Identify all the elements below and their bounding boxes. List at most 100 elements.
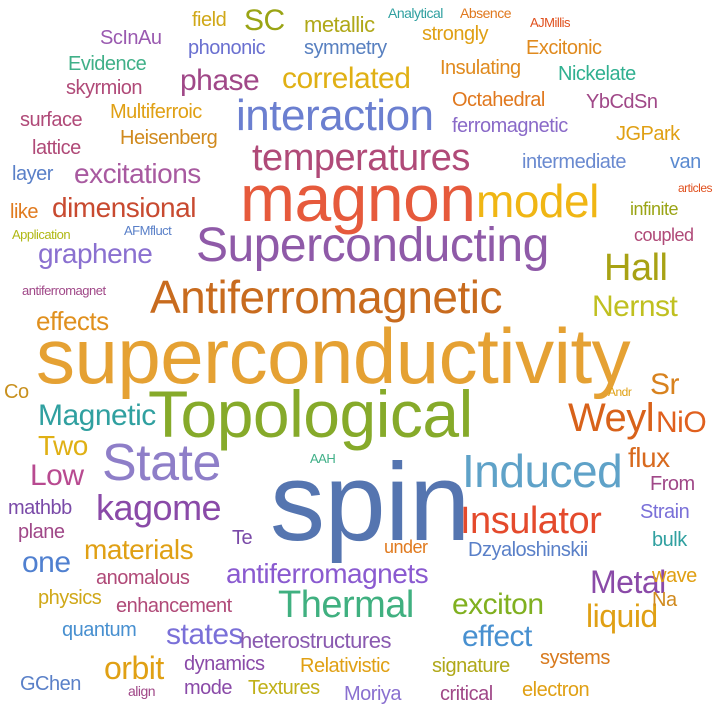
word: Topological <box>148 377 473 451</box>
word: layer <box>12 163 53 185</box>
word: exciton <box>452 588 544 621</box>
word: spin <box>270 441 470 564</box>
word: Induced <box>462 445 623 497</box>
word: Magnetic <box>38 399 156 432</box>
word: excitations <box>74 158 201 189</box>
word: Textures <box>248 677 320 699</box>
word: dimensional <box>52 192 196 223</box>
word: kagome <box>96 487 222 528</box>
word: Thermal <box>278 584 414 626</box>
word: effects <box>36 306 109 336</box>
word: materials <box>84 534 194 565</box>
word: phononic <box>188 37 266 59</box>
word: Hall <box>604 247 668 289</box>
word: effect <box>462 620 532 653</box>
word: graphene <box>38 238 153 269</box>
word: states <box>166 618 244 651</box>
word: Heisenberg <box>120 127 218 149</box>
word: Relativistic <box>300 655 390 677</box>
word: enhancement <box>116 595 232 617</box>
word: GChen <box>20 673 81 695</box>
word: mathbb <box>8 497 72 519</box>
word: Multiferroic <box>110 101 202 123</box>
word: From <box>650 473 695 495</box>
word: superconductivity <box>36 312 631 400</box>
word: critical <box>440 683 493 705</box>
word: align <box>128 683 156 699</box>
word: Strain <box>640 501 690 523</box>
word: Antiferromagnetic <box>150 271 503 323</box>
word: AAH <box>310 451 336 466</box>
word: State <box>102 434 221 492</box>
word: intermediate <box>522 151 627 173</box>
word: YbCdSn <box>586 91 658 113</box>
word: mode <box>184 677 233 699</box>
word: Na <box>652 589 677 611</box>
word: interaction <box>236 91 434 140</box>
word: bulk <box>652 529 687 551</box>
word: model <box>476 175 599 227</box>
word: JGPark <box>616 123 680 145</box>
word: lattice <box>32 137 81 159</box>
word: dynamics <box>184 653 265 675</box>
word: flux <box>628 442 670 473</box>
word: AJMillis <box>530 15 571 30</box>
word: Andr <box>608 385 632 399</box>
word: antiferromagnets <box>226 558 429 589</box>
word: Sr <box>650 368 680 401</box>
word: Te <box>232 527 253 549</box>
word: heterostructures <box>240 628 391 653</box>
word: articles <box>678 181 713 195</box>
word: signature <box>432 655 510 677</box>
word: infinite <box>630 199 679 219</box>
word: systems <box>540 647 610 669</box>
word: coupled <box>634 225 694 245</box>
word: van <box>670 151 701 173</box>
word: temperatures <box>252 137 470 179</box>
word: Nernst <box>592 290 678 323</box>
word: quantum <box>62 619 137 641</box>
word: AFMfluct <box>124 223 172 238</box>
word: strongly <box>422 23 489 45</box>
word: correlated <box>282 62 411 95</box>
word: Low <box>30 459 84 492</box>
word: Metal <box>590 564 666 600</box>
word: Analytical <box>388 5 443 21</box>
word: Dzyaloshinskii <box>468 539 588 561</box>
word: Evidence <box>68 53 147 75</box>
word: ScInAu <box>100 27 162 49</box>
word: Insulator <box>460 500 602 542</box>
word: orbit <box>104 650 164 686</box>
word: Two <box>38 430 88 461</box>
word: anomalous <box>96 567 190 589</box>
word: plane <box>18 521 65 543</box>
word: SC <box>244 4 285 37</box>
word: Application <box>12 227 71 242</box>
word: physics <box>38 587 102 609</box>
word: antiferromagnet <box>22 283 106 298</box>
word: Superconducting <box>196 219 549 272</box>
word: wave <box>652 565 697 587</box>
word: Insulating <box>440 57 521 79</box>
word: Co <box>4 381 29 403</box>
word: field <box>192 9 227 31</box>
word: symmetry <box>304 37 387 59</box>
word: under <box>384 537 428 557</box>
word: phase <box>180 64 260 97</box>
word: like <box>10 201 39 223</box>
word: Weyl <box>568 396 655 440</box>
word: Moriya <box>344 683 402 705</box>
word: Excitonic <box>526 37 602 59</box>
word: one <box>22 546 71 579</box>
word: liquid <box>586 598 658 634</box>
word: NiO <box>656 406 707 439</box>
word: surface <box>20 109 83 131</box>
word: Nickelate <box>558 63 636 85</box>
word: metallic <box>304 12 375 37</box>
word: electron <box>522 679 590 701</box>
word: skyrmion <box>66 77 143 99</box>
word: magnon <box>240 161 476 235</box>
word: Octahedral <box>452 89 545 111</box>
word: Absence <box>460 5 511 21</box>
